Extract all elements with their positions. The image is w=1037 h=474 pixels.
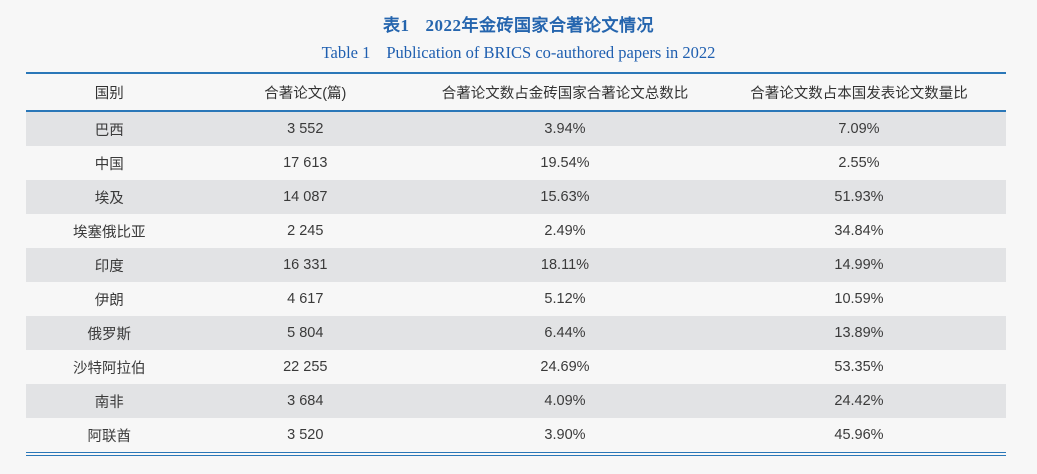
cell-national-share: 51.93%	[834, 189, 884, 205]
cell-country: 印度	[94, 258, 124, 275]
cell-brics-share: 19.54%	[540, 155, 590, 171]
cell-national-share: 7.09%	[838, 121, 880, 137]
cell-brics-share: 2.49%	[544, 223, 586, 239]
cell-country: 巴西	[94, 122, 124, 139]
table-row-south-africa: 南非 3 684 4.09% 24.42%	[26, 384, 1006, 418]
caption-english: Table 1 Publication of BRICS co-authored …	[0, 43, 1037, 63]
cell-papers: 4 617	[287, 291, 324, 307]
cell-brics-share: 4.09%	[544, 393, 586, 409]
cell-papers: 17 613	[283, 155, 328, 171]
cell-national-share: 14.99%	[834, 257, 884, 273]
table-row-saudi-arabia: 沙特阿拉伯 22 255 24.69% 53.35%	[26, 350, 1006, 384]
cell-country: 埃及	[94, 190, 124, 207]
table-row-uae: 阿联酋 3 520 3.90% 45.96%	[26, 418, 1006, 454]
cell-brics-share: 6.44%	[544, 325, 586, 341]
cell-papers: 3 520	[287, 427, 324, 443]
table-caption: 表1 2022年金砖国家合著论文情况 Table 1 Publication of …	[0, 0, 1037, 63]
cell-country: 埃塞俄比亚	[73, 224, 146, 241]
cell-papers: 14 087	[283, 189, 328, 205]
caption-chinese: 表1 2022年金砖国家合著论文情况	[0, 0, 1037, 36]
cell-country: 阿联酋	[87, 428, 132, 445]
cell-papers: 3 552	[287, 121, 324, 137]
table-body: 巴西 3 552 3.94% 7.09% 中国 17 613 19.54% 2.…	[26, 111, 1006, 454]
table-row-russia: 俄罗斯 5 804 6.44% 13.89%	[26, 316, 1006, 350]
cell-national-share: 10.59%	[834, 291, 884, 307]
table-row-china: 中国 17 613 19.54% 2.55%	[26, 146, 1006, 180]
table-header: 国别 合著论文(篇) 合著论文数占金砖国家合著论文总数比 合著论文数占本国发表论…	[26, 73, 1006, 112]
cell-country: 南非	[94, 394, 124, 411]
table-row-ethiopia: 埃塞俄比亚 2 245 2.49% 34.84%	[26, 214, 1006, 248]
cell-national-share: 24.42%	[834, 393, 884, 409]
table-row-india: 印度 16 331 18.11% 14.99%	[26, 248, 1006, 282]
brics-papers-table: 国别 合著论文(篇) 合著论文数占金砖国家合著论文总数比 合著论文数占本国发表论…	[26, 72, 1006, 456]
cell-brics-share: 3.94%	[544, 121, 586, 137]
cell-brics-share: 15.63%	[540, 189, 590, 205]
table-row-brazil: 巴西 3 552 3.94% 7.09%	[26, 111, 1006, 146]
cell-country: 伊朗	[94, 292, 124, 309]
cell-national-share: 45.96%	[834, 427, 884, 443]
cell-national-share: 34.84%	[834, 223, 884, 239]
cell-papers: 3 684	[287, 393, 324, 409]
caption-chinese-label: 表1	[383, 16, 410, 35]
column-header-share-of-brics-total: 合著论文数占金砖国家合著论文总数比	[417, 73, 712, 112]
cell-national-share: 2.55%	[838, 155, 880, 171]
table-row-egypt: 埃及 14 087 15.63% 51.93%	[26, 180, 1006, 214]
cell-papers: 2 245	[287, 223, 324, 239]
column-header-country: 国别	[26, 73, 193, 112]
cell-brics-share: 3.90%	[544, 427, 586, 443]
column-header-share-of-national-output: 合著论文数占本国发表论文数量比	[711, 73, 1006, 112]
cell-papers: 5 804	[287, 325, 324, 341]
cell-papers: 22 255	[283, 359, 328, 375]
cell-country: 沙特阿拉伯	[73, 360, 146, 377]
caption-chinese-title: 2022年金砖国家合著论文情况	[425, 16, 654, 35]
cell-brics-share: 18.11%	[540, 257, 590, 273]
header-row: 国别 合著论文(篇) 合著论文数占金砖国家合著论文总数比 合著论文数占本国发表论…	[26, 73, 1006, 112]
cell-national-share: 53.35%	[834, 359, 884, 375]
cell-brics-share: 5.12%	[544, 291, 586, 307]
caption-english-title: Publication of BRICS co-authored papers …	[386, 43, 716, 62]
caption-english-label: Table 1	[321, 43, 371, 62]
cell-papers: 16 331	[283, 257, 328, 273]
cell-national-share: 13.89%	[834, 325, 884, 341]
column-header-coauthored-papers: 合著论文(篇)	[192, 73, 418, 112]
cell-country: 中国	[94, 156, 124, 173]
cell-brics-share: 24.69%	[540, 359, 590, 375]
cell-country: 俄罗斯	[87, 326, 132, 343]
table-row-iran: 伊朗 4 617 5.12% 10.59%	[26, 282, 1006, 316]
